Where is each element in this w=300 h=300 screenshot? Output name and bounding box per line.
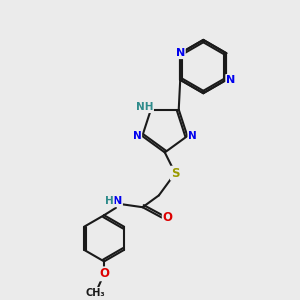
Text: N: N [226,75,236,85]
Text: N: N [133,131,141,141]
Text: N: N [113,196,122,206]
Text: N: N [176,48,185,58]
Text: CH₃: CH₃ [86,287,106,298]
Text: NH: NH [136,102,153,112]
Text: S: S [171,167,179,180]
Text: O: O [163,211,173,224]
Text: N: N [188,131,197,141]
Text: H: H [105,196,114,206]
Text: O: O [99,267,109,280]
